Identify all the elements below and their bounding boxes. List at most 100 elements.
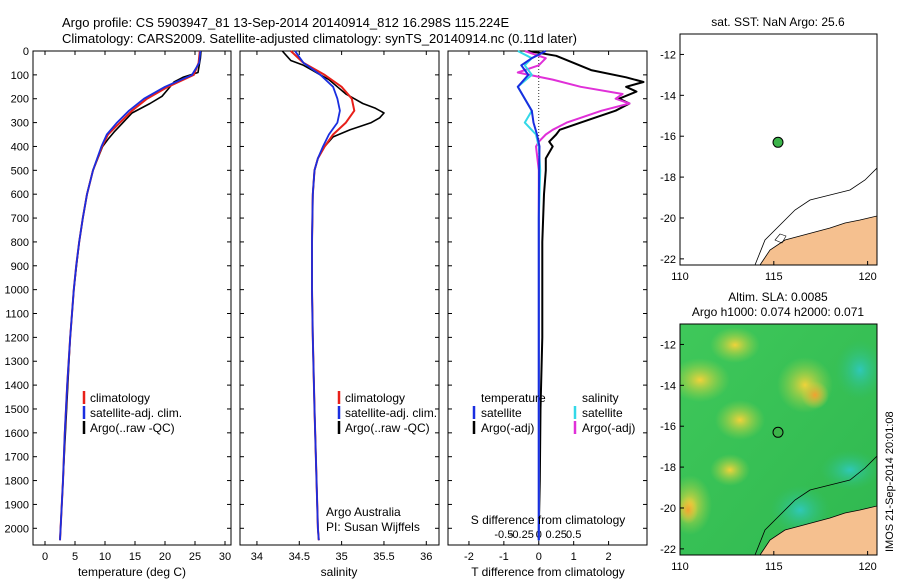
sst-map-frame (679, 33, 878, 266)
legend-label-argo: Argo(..raw -QC) (90, 421, 175, 435)
x-tick-label: 10 (99, 551, 111, 563)
depth-tick-label: 700 (11, 213, 29, 225)
map-y-tick-label: -12 (660, 49, 676, 61)
t-difference-xlabel: T difference from climatology (471, 565, 625, 579)
salinity-axes (239, 50, 440, 546)
map-y-tick-label: -12 (660, 339, 676, 351)
depth-tick-label: 1900 (5, 499, 29, 511)
map-x-tick-label: 115 (765, 271, 783, 283)
series-line (516, 50, 542, 541)
sst-island-contour (774, 233, 787, 244)
x-tick-label: 5 (72, 551, 78, 563)
sla-map-ticks: 110 115 120 -12 -14 -16 -18 -20 -22 (660, 339, 877, 573)
sst-shelf-contour (754, 167, 877, 265)
depth-tick-label: 1400 (5, 380, 29, 392)
depth-tick-label: 1700 (5, 452, 29, 464)
depth-tick-label: 1500 (5, 404, 29, 416)
pi-label: PI: Susan Wijffels (326, 520, 420, 534)
sst-argo-location-marker (772, 136, 784, 148)
s-tick-label: 0.5 (566, 529, 581, 541)
series-line (528, 50, 645, 541)
x-tick-label: 0 (536, 551, 542, 563)
map-y-tick-label: -16 (660, 131, 676, 143)
depth-tick-label: 800 (11, 237, 29, 249)
x-tick-label: -1 (499, 551, 509, 563)
depth-tick-label: 0 (23, 46, 29, 58)
depth-tick-label: 1800 (5, 476, 29, 488)
legend-label-t-satellite: satellite (481, 406, 522, 420)
depth-tick-label: 900 (11, 261, 29, 273)
x-tick-label: 34 (251, 551, 263, 563)
map-y-tick-label: -18 (660, 172, 676, 184)
map-y-tick-label: -14 (660, 90, 676, 102)
legend-title-temperature: temperature (481, 391, 546, 405)
depth-tick-label: 1300 (5, 356, 29, 368)
sla-shelf-contour (754, 455, 877, 555)
map-y-tick-label: -22 (660, 544, 676, 556)
depth-tick-label: 1600 (5, 428, 29, 440)
temperature-plot: 0 5 10 15 20 25 30 (42, 50, 231, 563)
sst-map-title: sat. SST: NaN Argo: 25.6 (711, 15, 845, 29)
salinity-legend: climatology satellite-adj. clim. Argo(..… (326, 391, 437, 534)
series-line (59, 50, 202, 541)
series-line (294, 50, 341, 541)
series-line (516, 50, 547, 541)
map-y-tick-label: -16 (660, 421, 676, 433)
legend-label-climatology: climatology (345, 391, 405, 405)
map-x-tick-label: 120 (858, 561, 876, 573)
legend-label-satellite-adj: satellite-adj. clim. (345, 406, 437, 420)
legend-label-s-satellite: satellite (582, 406, 623, 420)
argo-australia-label: Argo Australia (326, 505, 401, 519)
header-line-2: Climatology: CARS2009. Satellite-adjuste… (62, 31, 577, 46)
x-tick-label: 0 (42, 551, 48, 563)
s-tick-label: 0.25 (546, 529, 567, 541)
imos-side-label: IMOS 21-Sep-2014 20:01:08 (884, 411, 896, 552)
depth-tick-label: 400 (11, 141, 29, 153)
depth-tick-label: 100 (11, 70, 29, 82)
legend-label-s-argo: Argo(-adj) (582, 421, 635, 435)
map-x-tick-label: 110 (671, 561, 689, 573)
x-tick-label: 1 (571, 551, 577, 563)
series-line (59, 50, 201, 541)
depth-tick-label: 600 (11, 189, 29, 201)
map-y-tick-label: -20 (660, 213, 676, 225)
map-x-tick-label: 120 (858, 271, 876, 283)
map-y-tick-label: -20 (660, 503, 676, 515)
x-tick-label: 36 (420, 551, 432, 563)
map-y-tick-label: -22 (660, 254, 676, 266)
sla-argo-location-marker (772, 426, 784, 438)
sla-map-title-1: Altim. SLA: 0.0085 (728, 290, 828, 304)
legend-title-salinity: salinity (582, 391, 619, 405)
header-line-1: Argo profile: CS 5903947_81 13-Sep-2014 … (62, 15, 510, 30)
sla-land (759, 505, 877, 555)
depth-tick-labels: 0 100 200 300 400 500 600 700 800 900 1000 1100 1200… (5, 46, 647, 535)
sst-land (759, 215, 877, 265)
sla-map (680, 324, 877, 555)
x-tick-label: 35.5 (373, 551, 394, 563)
sla-map-title-2: Argo h1000: 0.074 h2000: 0.071 (692, 305, 864, 319)
s-tick-label: -0.25 (509, 529, 534, 541)
legend-label-argo: Argo(..raw -QC) (345, 421, 430, 435)
x-tick-label: 20 (159, 551, 171, 563)
x-tick-label: 35 (335, 551, 347, 563)
series-line (281, 50, 385, 541)
salinity-xlabel: salinity (321, 565, 358, 579)
temperature-legend: climatology satellite-adj. clim. Argo(..… (82, 391, 182, 435)
depth-tick-label: 1100 (5, 309, 29, 321)
temperature-xlabel: temperature (deg C) (78, 565, 186, 579)
temperature-axes (32, 50, 232, 546)
s-tick-label: -0.5 (494, 529, 513, 541)
depth-tick-label: 300 (11, 118, 29, 130)
sst-map (680, 34, 877, 265)
legend-label-climatology: climatology (90, 391, 150, 405)
s-difference-xlabel: S difference from climatology (471, 513, 626, 527)
difference-axes (447, 50, 648, 546)
series-line (59, 50, 202, 541)
x-tick-label: 2 (606, 551, 612, 563)
map-y-tick-label: -14 (660, 380, 676, 392)
map-x-tick-label: 115 (765, 561, 783, 573)
legend-label-satellite-adj: satellite-adj. clim. (90, 406, 182, 420)
depth-tick-label: 1000 (5, 285, 29, 297)
